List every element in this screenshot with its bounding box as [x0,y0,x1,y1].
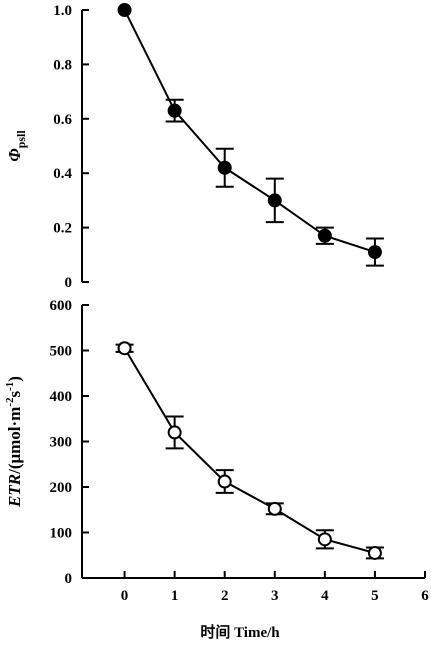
x-tick-label: 3 [271,588,279,604]
y-tick-label: 600 [50,298,73,314]
y-axis-label-main: Φ [5,148,24,162]
series-line [123,347,376,554]
x-tick-label: 2 [221,588,229,604]
y-tick-label: 0.8 [53,57,72,73]
y-axis-label-part: ETR [5,474,24,508]
y-axis-label-part: ) [5,376,24,382]
y-tick-label: 300 [50,435,73,451]
data-point-open [267,501,282,516]
etr-panel: 0 100 200 300 400 500 600 ETR/(μmol·m-2s-1) [4,298,384,587]
data-point-open [317,532,332,547]
x-axis-label: 时间 Time/h [200,623,280,641]
x-tick-label: 6 [421,588,429,604]
y-tick-label: 100 [50,526,73,542]
y-tick-label: 0.2 [53,221,72,237]
data-point-filled [217,160,232,175]
y-tick-label: 0.6 [53,112,72,128]
x-tick-label: 0 [121,588,129,604]
y-tick-label: 200 [50,480,73,496]
x-tick-label: 1 [171,588,179,604]
y-axis-label-part: -2 [4,397,16,407]
y-tick-label: 400 [50,389,73,405]
data-point-filled [317,228,332,243]
phi-psll-panel: 0 0.2 0.4 0.6 0.8 1.0 Φpsll [5,3,384,291]
x-tick-label: 4 [321,588,329,604]
y-axis-label-part: s [5,390,24,397]
data-point-open [217,474,232,489]
data-point-open [167,425,182,440]
y-axis-label-part: -1 [4,382,16,391]
series-line [123,9,376,254]
y-tick-label: 0 [65,275,73,291]
data-point-open [117,341,132,356]
y-tick-label: 0 [65,571,73,587]
y-tick-label: 1.0 [53,3,72,19]
data-point-filled [167,103,182,118]
y-tick-label: 500 [50,344,73,360]
y-tick-label: 0.4 [53,166,72,182]
data-point-filled [267,193,282,208]
y-axis-label: ETR/(μmol·m-2s-1) [4,376,24,508]
data-point-filled [367,245,382,260]
data-point-filled [117,3,132,17]
x-tick-label: 5 [371,588,379,604]
y-axis-label: Φpsll [5,130,28,162]
x-axis: 0 1 2 3 4 5 6 [82,571,429,604]
y-axis-label-part: /(μmol·m [5,407,24,475]
data-point-open [367,545,382,560]
y-axis-label-sub: psll [14,130,28,149]
